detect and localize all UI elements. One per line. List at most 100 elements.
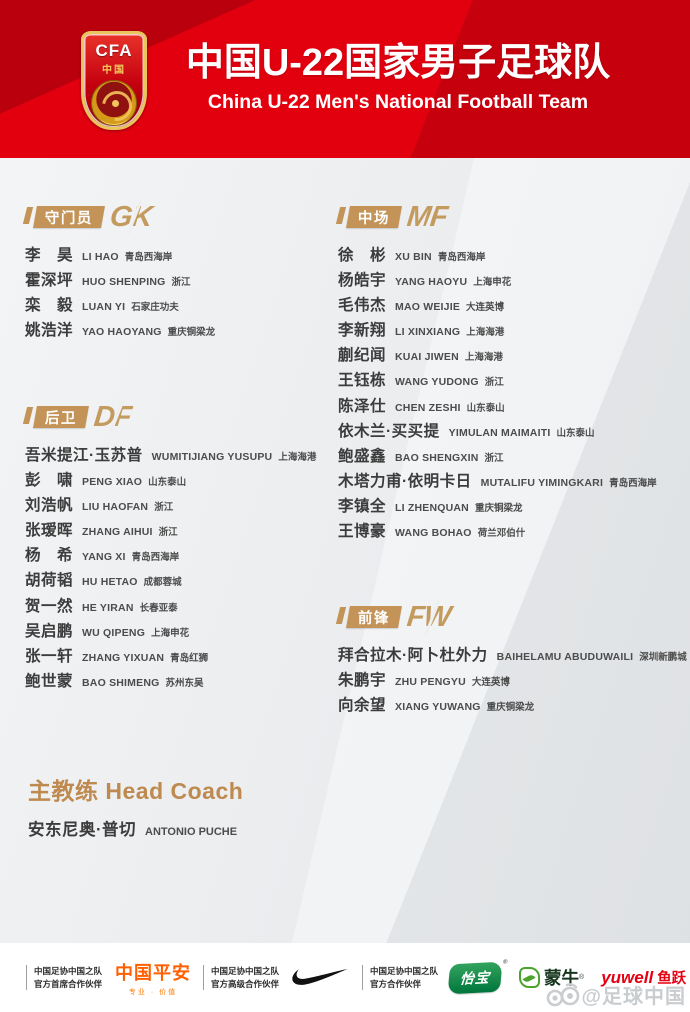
player-name-cn: 吾米提江·玉苏普	[25, 447, 143, 464]
player-row: 杨 希 YANG XI 青岛西海岸	[25, 543, 316, 568]
section-midfielders: 中场 MF 徐 彬 XU BIN 青岛西海岸 杨皓宇 YANG HAOYU 上海…	[335, 200, 657, 544]
player-row: 木塔力甫·依明卡日 MUTALIFU YIMINGKARI 青岛西海岸	[338, 469, 657, 494]
player-name-cn: 张瑷晖	[25, 522, 74, 540]
player-row: 贺一然 HE YIRAN 长春亚泰	[25, 594, 316, 619]
player-name-cn: 刘浩帆	[25, 497, 74, 515]
mengniu-leaf-icon	[519, 967, 541, 988]
player-club: 山东泰山	[148, 477, 187, 489]
partner-label-senior: 中国足协中国之队 官方高级合作伙伴	[203, 964, 280, 991]
player-club: 青岛西海岸	[609, 477, 657, 489]
partner-label-line2: 官方首席合作伙伴	[34, 978, 103, 989]
weibo-watermark: @足球中国	[545, 980, 686, 1009]
player-name-pinyin: PENG XIAO	[82, 476, 143, 489]
weibo-eyes-icon	[547, 982, 580, 1006]
player-name-pinyin: HU HETAO	[82, 576, 138, 589]
head-coach-block: 主教练 Head Coach 安东尼奥·普切 ANTONIO PUCHE	[28, 772, 243, 840]
player-row: 刘浩帆 LIU HAOFAN 浙江	[25, 493, 316, 518]
player-name-cn: 向余望	[338, 697, 387, 715]
player-club: 浙江	[158, 527, 178, 539]
player-row: 鲍盛鑫 BAO SHENGXIN 浙江	[338, 444, 657, 469]
player-club: 山东泰山	[466, 402, 505, 414]
player-row: 张一轩 ZHANG YIXUAN 青岛红狮	[25, 644, 316, 669]
cfa-crest-logo: CFA 中国	[81, 31, 147, 130]
pingan-logo-text: 中国平安	[115, 962, 192, 983]
position-badge: 前锋	[346, 606, 402, 628]
player-club: 大连英博	[471, 677, 510, 689]
player-club: 成都蓉城	[143, 577, 182, 589]
sponsor-footer: 中国足协中国之队 官方首席合作伙伴 中国平安 专业 · 价值 中国足协中国之队 …	[0, 943, 690, 1012]
head-coach-name-en: ANTONIO PUCHE	[145, 826, 238, 838]
partner-label-line2: 官方高级合作伙伴	[211, 978, 280, 989]
player-row: 朱鹏宇 ZHU PENGYU 大连英博	[338, 668, 687, 693]
player-row: 吾米提江·玉苏普 WUMITIJIANG YUSUPU 上海海港	[25, 443, 316, 468]
position-label-en: DF	[92, 400, 133, 433]
player-list-df: 吾米提江·玉苏普 WUMITIJIANG YUSUPU 上海海港 彭 啸 PEN…	[25, 443, 316, 694]
player-name-pinyin: LIU HAOFAN	[82, 501, 149, 514]
player-row: 依木兰·买买提 YIMULAN MAIMAITI 山东泰山	[338, 419, 657, 444]
player-club: 上海海港	[466, 327, 505, 339]
player-club: 石家庄功夫	[131, 302, 179, 314]
player-club: 上海申花	[151, 627, 190, 639]
player-name-pinyin: YAO HAOYANG	[82, 326, 162, 339]
player-row: 张瑷晖 ZHANG AIHUI 浙江	[25, 518, 316, 543]
player-club: 荷兰邓伯什	[477, 528, 526, 540]
section-header-fw: 前锋 FW	[335, 600, 687, 633]
player-club: 浙江	[154, 502, 174, 514]
player-name-cn: 鲍盛鑫	[338, 447, 387, 465]
player-name-cn: 陈泽仕	[338, 397, 387, 415]
head-coach-title: 主教练 Head Coach	[28, 778, 244, 804]
pingan-slogan: 专业 · 价值	[128, 988, 178, 996]
player-list-gk: 李 昊 LI HAO 青岛西海岸 霍深坪 HUO SHENPING 浙江 栾 毅…	[25, 243, 215, 343]
player-name-cn: 木塔力甫·依明卡日	[338, 472, 472, 490]
player-name-pinyin: LUAN YI	[82, 301, 126, 314]
player-name-cn: 杨皓宇	[338, 272, 387, 290]
player-name-pinyin: BAO SHENGXIN	[395, 451, 479, 464]
player-name-pinyin: MAO WEIJIE	[395, 301, 461, 314]
partner-label-line1: 中国足协中国之队	[370, 965, 439, 976]
player-name-pinyin: YIMULAN MAIMAITI	[448, 426, 551, 439]
player-club: 浙江	[171, 277, 191, 289]
player-name-pinyin: XU BIN	[395, 251, 432, 263]
player-name-pinyin: WANG BOHAO	[395, 527, 472, 540]
player-name-pinyin: ZHU PENGYU	[395, 676, 466, 689]
player-club: 重庆铜梁龙	[486, 702, 535, 714]
player-name-pinyin: HUO SHENPING	[82, 276, 166, 289]
player-name-cn: 吴启鹏	[25, 622, 74, 640]
player-row: 王博豪 WANG BOHAO 荷兰邓伯什	[338, 519, 657, 544]
player-club: 青岛红狮	[170, 652, 209, 664]
player-row: 姚浩洋 YAO HAOYANG 重庆铜梁龙	[25, 318, 215, 343]
player-row: 徐 彬 XU BIN 青岛西海岸	[338, 243, 657, 268]
yuwell-logo-text-en: yuwell	[601, 968, 654, 987]
player-row: 拜合拉木·阿卜杜外力 BAIHELAMU ABUDUWAILI 深圳新鹏城	[338, 643, 687, 668]
player-row: 彭 啸 PENG XIAO 山东泰山	[25, 468, 316, 493]
player-row: 鲍世蒙 BAO SHIMENG 苏州东吴	[25, 669, 316, 694]
section-forwards: 前锋 FW 拜合拉木·阿卜杜外力 BAIHELAMU ABUDUWAILI 深圳…	[335, 600, 687, 718]
player-name-cn: 彭 啸	[25, 472, 74, 490]
player-row: 杨皓宇 YANG HAOYU 上海申花	[338, 268, 657, 293]
position-label-en: FW	[405, 600, 452, 633]
yuwell-logo-text-cn: 鱼跃	[657, 971, 687, 987]
player-club: 重庆铜梁龙	[474, 502, 523, 514]
badge-notch-icon	[22, 207, 34, 224]
position-badge: 中场	[346, 206, 402, 228]
partner-label-line1: 中国足协中国之队	[34, 965, 103, 976]
player-name-cn: 张一轩	[25, 647, 74, 665]
partner-label-line2: 官方合作伙伴	[370, 978, 422, 989]
player-name-cn: 李 昊	[25, 247, 74, 264]
partner-label-line1: 中国足协中国之队	[211, 965, 280, 976]
player-row: 向余望 XIANG YUWANG 重庆铜梁龙	[338, 693, 687, 718]
player-name-cn: 栾 毅	[25, 297, 74, 315]
player-row: 栾 毅 LUAN YI 石家庄功夫	[25, 293, 215, 318]
position-label-en: MF	[405, 200, 449, 233]
player-name-pinyin: LI XINXIANG	[395, 326, 461, 339]
player-name-cn: 杨 希	[25, 547, 74, 565]
player-club: 重庆铜梁龙	[167, 327, 216, 339]
badge-notch-icon	[335, 207, 347, 224]
player-club: 上海海港	[464, 352, 503, 364]
head-coach-name-cn: 安东尼奥·普切	[28, 821, 136, 839]
player-name-cn: 李镇全	[338, 497, 387, 515]
badge-notch-icon	[335, 607, 347, 624]
position-label-cn: 中场	[358, 210, 390, 227]
player-club: 青岛西海岸	[124, 252, 173, 263]
